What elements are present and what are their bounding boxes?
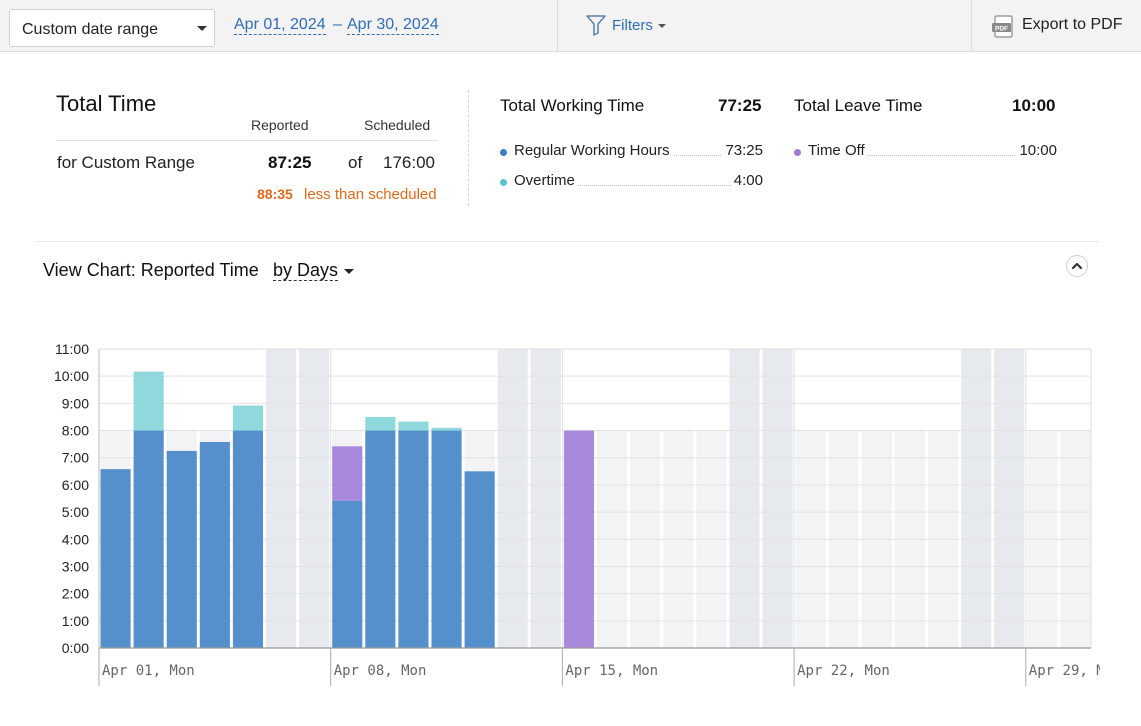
legend-label: Overtime (514, 172, 578, 189)
bar-regular (464, 471, 495, 648)
chart-grouping-dropdown[interactable]: by Days (273, 260, 339, 281)
bar-regular (332, 500, 363, 648)
y-tick-label: 11:00 (55, 341, 89, 357)
bar-overtime (431, 427, 462, 431)
y-tick-label: 1:00 (62, 613, 89, 629)
bar-regular (431, 430, 462, 648)
difference-text: less than scheduled (304, 186, 437, 203)
view-chart-label: View Chart: Reported Time (43, 260, 259, 280)
weekend-band (762, 349, 793, 648)
weekend-band (961, 349, 992, 648)
y-tick-label: 6:00 (62, 477, 89, 493)
chevron-down-icon (344, 269, 354, 274)
leave-time-total: 10:00 (1012, 96, 1056, 115)
x-tick-label: Apr 08, Mon (334, 663, 427, 679)
date-separator: – (333, 16, 342, 33)
filter-icon (586, 15, 606, 36)
x-tick-label: Apr 22, Mon (797, 663, 890, 679)
bar-regular (199, 441, 230, 648)
leave-time-title: Total Leave Time (794, 96, 923, 115)
date-range-select-value: Custom date range (22, 21, 159, 38)
chevron-up-icon (1071, 262, 1083, 270)
bar-regular (365, 430, 396, 648)
y-tick-label: 5:00 (62, 504, 89, 520)
y-tick-label: 4:00 (62, 531, 89, 547)
working-time-total: 77:25 (718, 96, 762, 115)
bar-overtime (232, 405, 263, 431)
divider (56, 140, 438, 141)
legend-item-time-off: Time Off 10:00 (794, 142, 1057, 162)
scheduled-column-header: Scheduled (364, 117, 431, 133)
y-tick-label: 8:00 (62, 423, 89, 439)
y-tick-label: 10:00 (54, 368, 89, 384)
of-label: of (348, 153, 363, 172)
weekend-band (530, 349, 561, 648)
legend-item-regular: Regular Working Hours 73:25 (500, 142, 763, 162)
legend-value: 4:00 (730, 172, 763, 189)
toolbar: Custom date range Apr 01, 2024 – Apr 30,… (0, 0, 1141, 52)
bar-regular (133, 430, 164, 648)
weekend-band (497, 349, 528, 648)
legend-dot (794, 149, 801, 156)
legend-label: Time Off (808, 142, 868, 159)
y-tick-label: 0:00 (62, 640, 89, 656)
chevron-down-icon (658, 24, 666, 28)
weekend-band (266, 349, 297, 648)
dotted-leader (514, 185, 763, 186)
y-tick-label: 9:00 (62, 395, 89, 411)
legend-dot (500, 149, 507, 156)
bar-overtime (133, 371, 164, 431)
date-from-link[interactable]: Apr 01, 2024 (234, 16, 326, 35)
weekend-band (729, 349, 760, 648)
y-tick-label: 3:00 (62, 558, 89, 574)
y-tick-label: 2:00 (62, 586, 89, 602)
bar-regular (100, 469, 131, 648)
chevron-down-icon (197, 26, 207, 31)
bar-regular (398, 430, 429, 648)
divider (468, 90, 469, 206)
bar-time_off (332, 446, 363, 501)
y-tick-label: 7:00 (62, 450, 89, 466)
toolbar-divider (971, 0, 972, 52)
date-to-link[interactable]: Apr 30, 2024 (347, 16, 439, 35)
bar-overtime (398, 421, 429, 431)
pdf-icon: PDF (992, 15, 1013, 38)
legend-value: 73:25 (722, 142, 763, 159)
export-pdf-label: Export to PDF (1022, 16, 1123, 33)
bar-overtime (365, 416, 396, 431)
x-tick-label: Apr 29, Mon (1029, 663, 1122, 679)
edge-mask (1100, 652, 1141, 688)
bar-regular (166, 450, 197, 648)
working-time-title: Total Working Time (500, 96, 645, 115)
dotted-leader (808, 155, 1057, 156)
x-tick-label: Apr 01, Mon (102, 663, 195, 679)
pdf-icon-text: PDF (995, 25, 1008, 32)
reported-column-header: Reported (251, 117, 309, 133)
weekend-band (994, 349, 1025, 648)
filters-label: Filters (612, 17, 653, 34)
divider (35, 241, 1099, 242)
plot-area (99, 349, 1091, 648)
bar-regular (232, 430, 263, 648)
range-label: for Custom Range (57, 153, 195, 172)
toolbar-divider (557, 0, 558, 52)
legend-dot (500, 179, 507, 186)
weekend-band (299, 349, 330, 648)
legend-label: Regular Working Hours (514, 142, 673, 159)
x-tick-label: Apr 15, Mon (565, 663, 658, 679)
legend-value: 10:00 (1016, 142, 1057, 159)
scheduled-total: 176:00 (383, 153, 435, 172)
difference-value: 88:35 (257, 186, 293, 202)
date-range-select[interactable]: Custom date range (9, 9, 215, 47)
total-time-title: Total Time (56, 91, 157, 116)
legend-item-overtime: Overtime 4:00 (500, 172, 763, 192)
bar-time_off (563, 430, 594, 648)
reported-total: 87:25 (268, 153, 312, 172)
collapse-chart-button[interactable] (1066, 255, 1088, 277)
reported-time-chart: 0:00 1:00 2:00 3:00 4:00 5:00 6:00 7:00 8:00 9:00… (54, 341, 1141, 688)
